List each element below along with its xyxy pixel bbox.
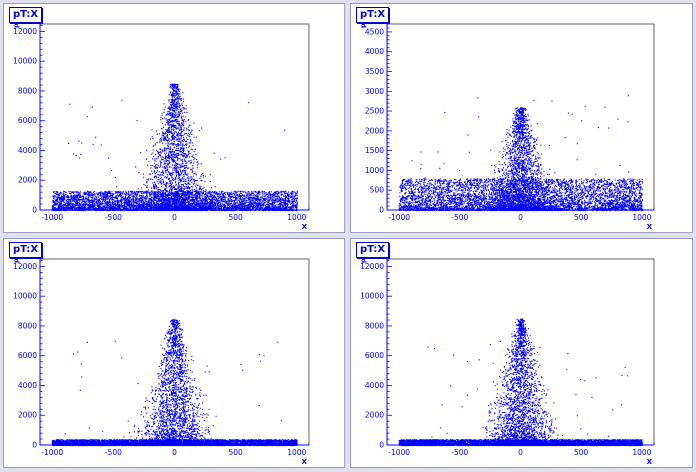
- x-tick-label: 0: [518, 213, 523, 222]
- x-tick-label: -1000: [388, 448, 410, 457]
- y-tick-label: 8000: [18, 86, 37, 95]
- y-tick-label: 10000: [13, 292, 37, 301]
- y-tick-label: 4000: [365, 381, 384, 390]
- x-axis-label: X: [647, 458, 653, 466]
- x-axis-label: X: [647, 223, 653, 231]
- y-tick-label: 10000: [13, 57, 37, 66]
- x-axis-label: X: [302, 458, 308, 466]
- y-tick-label: 2000: [365, 411, 384, 420]
- y-tick-label: 3000: [365, 87, 384, 96]
- x-tick-label: -1000: [388, 213, 410, 222]
- scatter-markers: [52, 319, 298, 447]
- y-tick-label: 10000: [360, 292, 384, 301]
- y-tick-label: 12000: [13, 262, 37, 271]
- y-tick-label: 500: [370, 186, 385, 195]
- y-tick-label: 4500: [365, 27, 384, 36]
- scatter-points: [399, 318, 643, 447]
- y-tick-label: 12000: [13, 27, 37, 36]
- y-axis-label: pT: [12, 18, 20, 28]
- y-tick-label: 4000: [18, 146, 37, 155]
- x-axis-label: X: [302, 223, 308, 231]
- plot-pad-top-right[interactable]: -1000 -500 0 500 1000 0 500 1000 1500 2000 2500 300…: [350, 3, 693, 233]
- scatter-points: [52, 83, 298, 212]
- y-tick-label: 8000: [18, 321, 37, 330]
- plot-pad-bottom-left[interactable]: -1000 -500 0 500 1000 0 2000 4000 6000 8000 10000 1…: [3, 238, 345, 468]
- y-tick-label: 0: [32, 206, 37, 215]
- plot-pad-bottom-right[interactable]: -1000 -500 0 500 1000 0 2000 4000 6000 8000 10000 1…: [350, 238, 693, 468]
- x-tick-label: 500: [574, 448, 589, 457]
- plot-title: pT:X: [9, 7, 43, 23]
- scatter-markers: [52, 83, 298, 212]
- scatter-points: [52, 319, 298, 447]
- y-tick-label: 1500: [365, 146, 384, 155]
- x-tick-label: -1000: [41, 448, 63, 457]
- x-tick-label: -500: [451, 448, 468, 457]
- x-tick-label: 1000: [287, 213, 306, 222]
- scatter-markers: [399, 95, 643, 212]
- x-tick-label: 0: [172, 448, 177, 457]
- x-tick-label: 500: [228, 213, 243, 222]
- y-tick-label: 0: [32, 441, 37, 450]
- x-tick-label: -500: [451, 213, 468, 222]
- y-tick-label: 12000: [360, 262, 384, 271]
- y-axis-label: pT: [359, 18, 367, 28]
- x-tick-label: 500: [574, 213, 589, 222]
- y-tick-label: 0: [379, 206, 384, 215]
- scatter-markers: [399, 318, 643, 447]
- plot-title: pT:X: [9, 242, 43, 258]
- y-axis-label: pT: [12, 253, 20, 263]
- x-tick-label: 1000: [632, 448, 651, 457]
- plot-svg: -1000 -500 0 500 100002000400060008000100001…: [12, 18, 310, 231]
- y-tick-label: 4000: [365, 47, 384, 56]
- y-axis-label: pT: [359, 253, 367, 263]
- plot-svg: -1000 -500 0 500 100002000400060008000100001…: [359, 253, 655, 466]
- y-tick-label: 6000: [18, 351, 37, 360]
- y-tick-label: 2000: [18, 176, 37, 185]
- x-tick-label: 500: [228, 448, 243, 457]
- plot-title: pT:X: [356, 7, 390, 23]
- plot-title: pT:X: [356, 242, 390, 258]
- plot-pad-top-left[interactable]: -1000 -500 0 500 1000 0 2000 4000 6000 8000 10000 1…: [3, 3, 345, 233]
- y-tick-label: 2500: [365, 107, 384, 116]
- y-tick-label: 8000: [365, 321, 384, 330]
- y-tick-label: 0: [379, 441, 384, 450]
- y-tick-label: 4000: [18, 381, 37, 390]
- y-tick-label: 1000: [365, 166, 384, 175]
- x-tick-label: 1000: [287, 448, 306, 457]
- y-tick-label: 2000: [18, 411, 37, 420]
- x-tick-label: -500: [105, 448, 122, 457]
- x-tick-label: -500: [105, 213, 122, 222]
- plot-svg: -1000 -500 0 500 100002000400060008000100001…: [12, 253, 310, 466]
- scatter-points: [399, 95, 643, 212]
- y-tick-label: 2000: [365, 126, 384, 135]
- y-tick-label: 3500: [365, 67, 384, 76]
- x-tick-label: 1000: [632, 213, 651, 222]
- y-tick-label: 6000: [365, 351, 384, 360]
- x-tick-label: 0: [518, 448, 523, 457]
- x-tick-label: 0: [172, 213, 177, 222]
- plot-svg: -1000 -500 0 500 1000 0 500 1000 1500 2000 2500 300…: [359, 18, 655, 231]
- y-tick-label: 6000: [18, 116, 37, 125]
- x-tick-label: -1000: [41, 213, 63, 222]
